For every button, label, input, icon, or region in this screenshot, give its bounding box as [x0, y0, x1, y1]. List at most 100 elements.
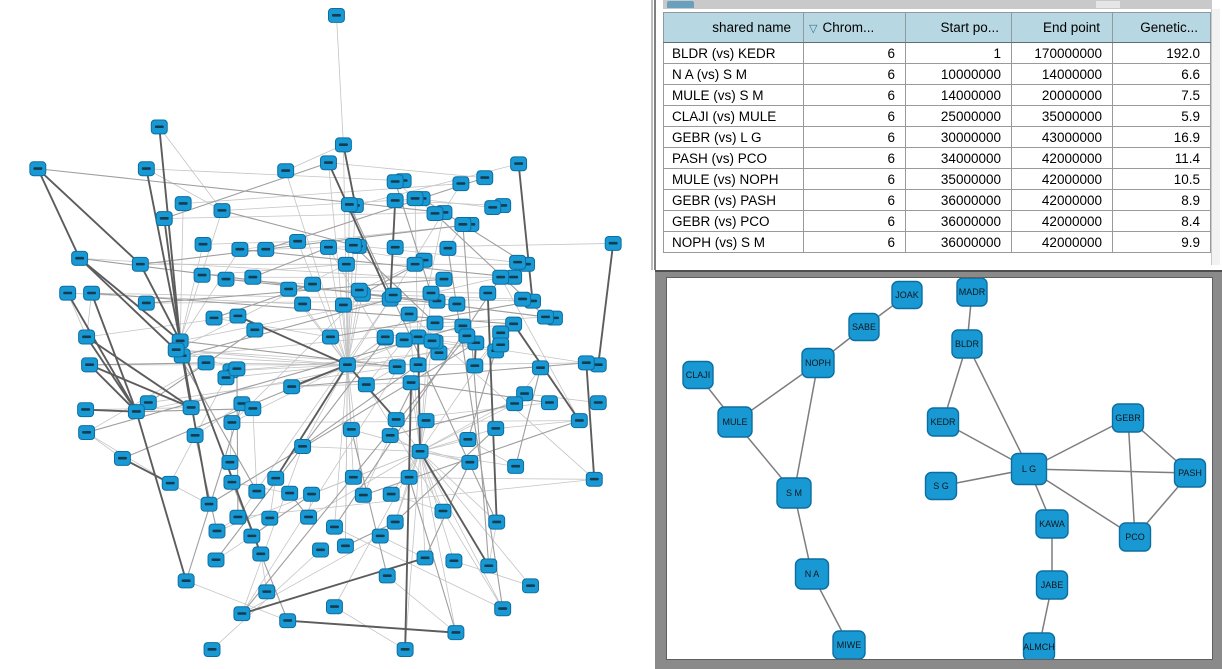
overview-node[interactable] [354, 487, 372, 503]
overview-node[interactable] [208, 523, 226, 539]
overview-node[interactable] [281, 485, 299, 501]
overview-node[interactable] [381, 428, 399, 444]
edge-name-cell[interactable]: N A (vs) S M [663, 63, 804, 85]
edge-name-cell[interactable]: CLAJI (vs) MULE [663, 105, 804, 127]
overview-edge[interactable] [342, 144, 357, 206]
column-header-end-point[interactable]: End point [1011, 12, 1113, 43]
overview-edge[interactable] [90, 292, 138, 412]
value-cell[interactable]: 8.4 [1112, 210, 1211, 232]
overview-edge[interactable] [89, 363, 192, 409]
overview-node[interactable] [78, 329, 96, 345]
overview-node[interactable] [340, 197, 358, 213]
overview-node[interactable] [137, 161, 155, 177]
overview-edge[interactable] [524, 393, 599, 404]
overview-edge[interactable] [515, 367, 542, 467]
overview-edge[interactable] [230, 364, 348, 372]
node-LG[interactable]: L G [1010, 452, 1048, 486]
overview-edge[interactable] [419, 450, 490, 567]
value-cell[interactable]: 14000000 [1011, 63, 1113, 85]
overview-node[interactable] [246, 322, 264, 338]
overview-edge[interactable] [203, 241, 298, 245]
overview-edge[interactable] [146, 168, 404, 182]
overview-node[interactable] [514, 291, 532, 307]
overview-node[interactable] [161, 475, 179, 491]
overview-edge[interactable] [291, 363, 348, 388]
overview-edge[interactable] [419, 451, 504, 609]
overview-edge[interactable] [265, 246, 359, 250]
table-row[interactable]: N A (vs) S M 6 10000000 14000000 6.6 [663, 63, 1211, 85]
column-header-start-po---[interactable]: Start po... [905, 12, 1012, 43]
overview-node[interactable] [480, 558, 498, 574]
overview-edge[interactable] [139, 263, 182, 342]
node-NOPH[interactable]: NOPH [801, 347, 835, 379]
overview-edge[interactable] [404, 451, 421, 650]
overview-node[interactable] [229, 509, 247, 525]
table-scroll-gutter[interactable] [1211, 9, 1220, 265]
overview-edge[interactable] [237, 478, 595, 518]
overview-edge[interactable] [352, 245, 436, 324]
node-JOAK[interactable]: JOAK [891, 280, 923, 310]
overview-node[interactable] [252, 546, 270, 562]
table-row[interactable]: NOPH (vs) S M 6 36000000 42000000 9.9 [663, 231, 1211, 253]
overview-node[interactable] [113, 450, 131, 466]
overview-node[interactable] [522, 578, 540, 594]
table-row[interactable]: BLDR (vs) KEDR 6 1 170000000 192.0 [663, 42, 1211, 64]
table-row[interactable]: GEBR (vs) PCO 6 36000000 42000000 8.4 [663, 210, 1211, 232]
overview-edge[interactable] [350, 429, 388, 577]
value-cell[interactable]: 6 [803, 126, 906, 148]
overview-node[interactable] [411, 443, 429, 459]
overview-edge[interactable] [182, 298, 391, 357]
value-cell[interactable]: 1 [905, 42, 1012, 64]
node-CLAJI[interactable]: CLAJI [682, 360, 714, 390]
overview-node[interactable] [371, 528, 389, 544]
overview-node[interactable] [337, 256, 355, 272]
overview-node[interactable] [479, 285, 497, 301]
overview-node[interactable] [186, 428, 204, 444]
overview-node[interactable] [312, 542, 329, 558]
overview-edge[interactable] [395, 243, 614, 248]
overview-node[interactable] [29, 161, 47, 177]
overview-edge[interactable] [225, 278, 438, 302]
overview-edge[interactable] [419, 451, 426, 558]
overview-node[interactable] [426, 206, 444, 222]
overview-edge[interactable] [462, 224, 490, 566]
overview-edge[interactable] [434, 341, 496, 352]
overview-edge[interactable] [79, 257, 181, 342]
overview-node[interactable] [326, 599, 343, 615]
value-cell[interactable]: 6 [803, 42, 906, 64]
overview-node[interactable] [537, 309, 554, 325]
overview-node[interactable] [194, 236, 212, 252]
overview-node[interactable] [466, 358, 484, 374]
edge-name-cell[interactable]: PASH (vs) PCO [663, 147, 804, 169]
overview-node[interactable] [279, 613, 297, 629]
overview-edge[interactable] [417, 212, 445, 338]
overview-edge[interactable] [434, 316, 546, 324]
overview-node[interactable] [221, 454, 239, 470]
overview-node[interactable] [203, 642, 221, 658]
value-cell[interactable]: 6 [803, 168, 906, 190]
node-KEDR[interactable]: KEDR [926, 407, 960, 437]
overview-edge[interactable] [495, 420, 580, 429]
overview-edge[interactable] [180, 340, 398, 368]
overview-node[interactable] [350, 282, 368, 298]
overview-node[interactable] [386, 174, 404, 190]
overview-node[interactable] [167, 342, 185, 358]
overview-node[interactable] [182, 400, 200, 416]
overview-node[interactable] [231, 241, 249, 257]
overview-edge[interactable] [334, 364, 348, 528]
overview-node[interactable] [376, 329, 394, 345]
overview-edge[interactable] [179, 340, 262, 555]
overview-edge[interactable] [185, 580, 288, 622]
overview-node[interactable] [344, 469, 362, 485]
overview-edge[interactable] [389, 183, 462, 300]
value-cell[interactable]: 6 [803, 147, 906, 169]
overview-node[interactable] [200, 496, 218, 512]
overview-edge[interactable] [37, 168, 445, 214]
overview-node[interactable] [150, 119, 168, 135]
overview-node[interactable] [506, 396, 524, 412]
overview-edge[interactable] [334, 606, 406, 650]
edge-BLDR-LG[interactable] [966, 343, 1030, 470]
overview-node[interactable] [570, 413, 588, 429]
overview-node[interactable] [448, 296, 466, 312]
value-cell[interactable]: 6 [803, 63, 906, 85]
